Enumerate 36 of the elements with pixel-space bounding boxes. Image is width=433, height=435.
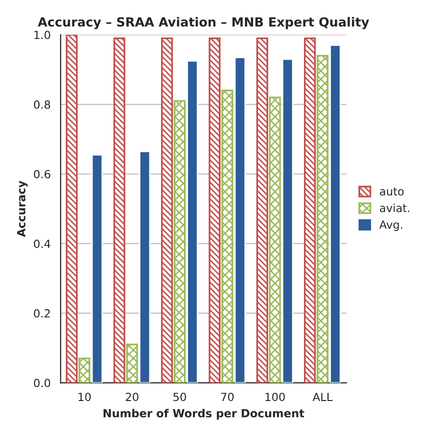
legend-label: Avg.	[379, 220, 402, 231]
bar	[91, 154, 103, 383]
x-tick-label: 70	[221, 392, 234, 402]
bar	[330, 44, 342, 383]
bar	[126, 344, 138, 383]
y-tick-label: 0.0	[34, 378, 50, 388]
x-tick-label: ALL	[312, 392, 333, 401]
bar	[113, 37, 126, 383]
bar	[174, 100, 186, 383]
legend-label: aviat.	[380, 204, 410, 212]
y-axis-title: Accuracy	[17, 180, 28, 237]
x-tick-label: 50	[173, 392, 186, 402]
bar	[186, 60, 198, 383]
y-tick-label: 0.4	[34, 240, 50, 248]
bar	[161, 37, 173, 383]
bar	[234, 56, 246, 383]
bar	[256, 37, 268, 383]
y-tick-label: 1.0	[34, 30, 50, 40]
bar	[316, 54, 328, 383]
bar	[78, 358, 90, 383]
y-tick-label: 0.2	[34, 309, 50, 318]
x-axis-title: Number of Words per Document	[104, 408, 304, 420]
x-tick-label: 100	[266, 392, 285, 402]
chart-title: Accuracy – SRAA Aviation – MNB Expert Quality	[38, 16, 370, 30]
bar	[208, 37, 221, 383]
y-tick-label: 0.6	[34, 170, 50, 178]
bar	[66, 34, 78, 383]
legend-label: auto	[380, 188, 404, 196]
bar	[304, 37, 316, 383]
bar	[282, 58, 294, 383]
x-tick-label: 20	[126, 392, 138, 402]
bar	[138, 150, 151, 383]
y-tick-label: 0.8	[34, 100, 50, 109]
x-tick-label: 10	[78, 392, 91, 402]
bar	[221, 90, 234, 383]
bar	[269, 96, 281, 383]
